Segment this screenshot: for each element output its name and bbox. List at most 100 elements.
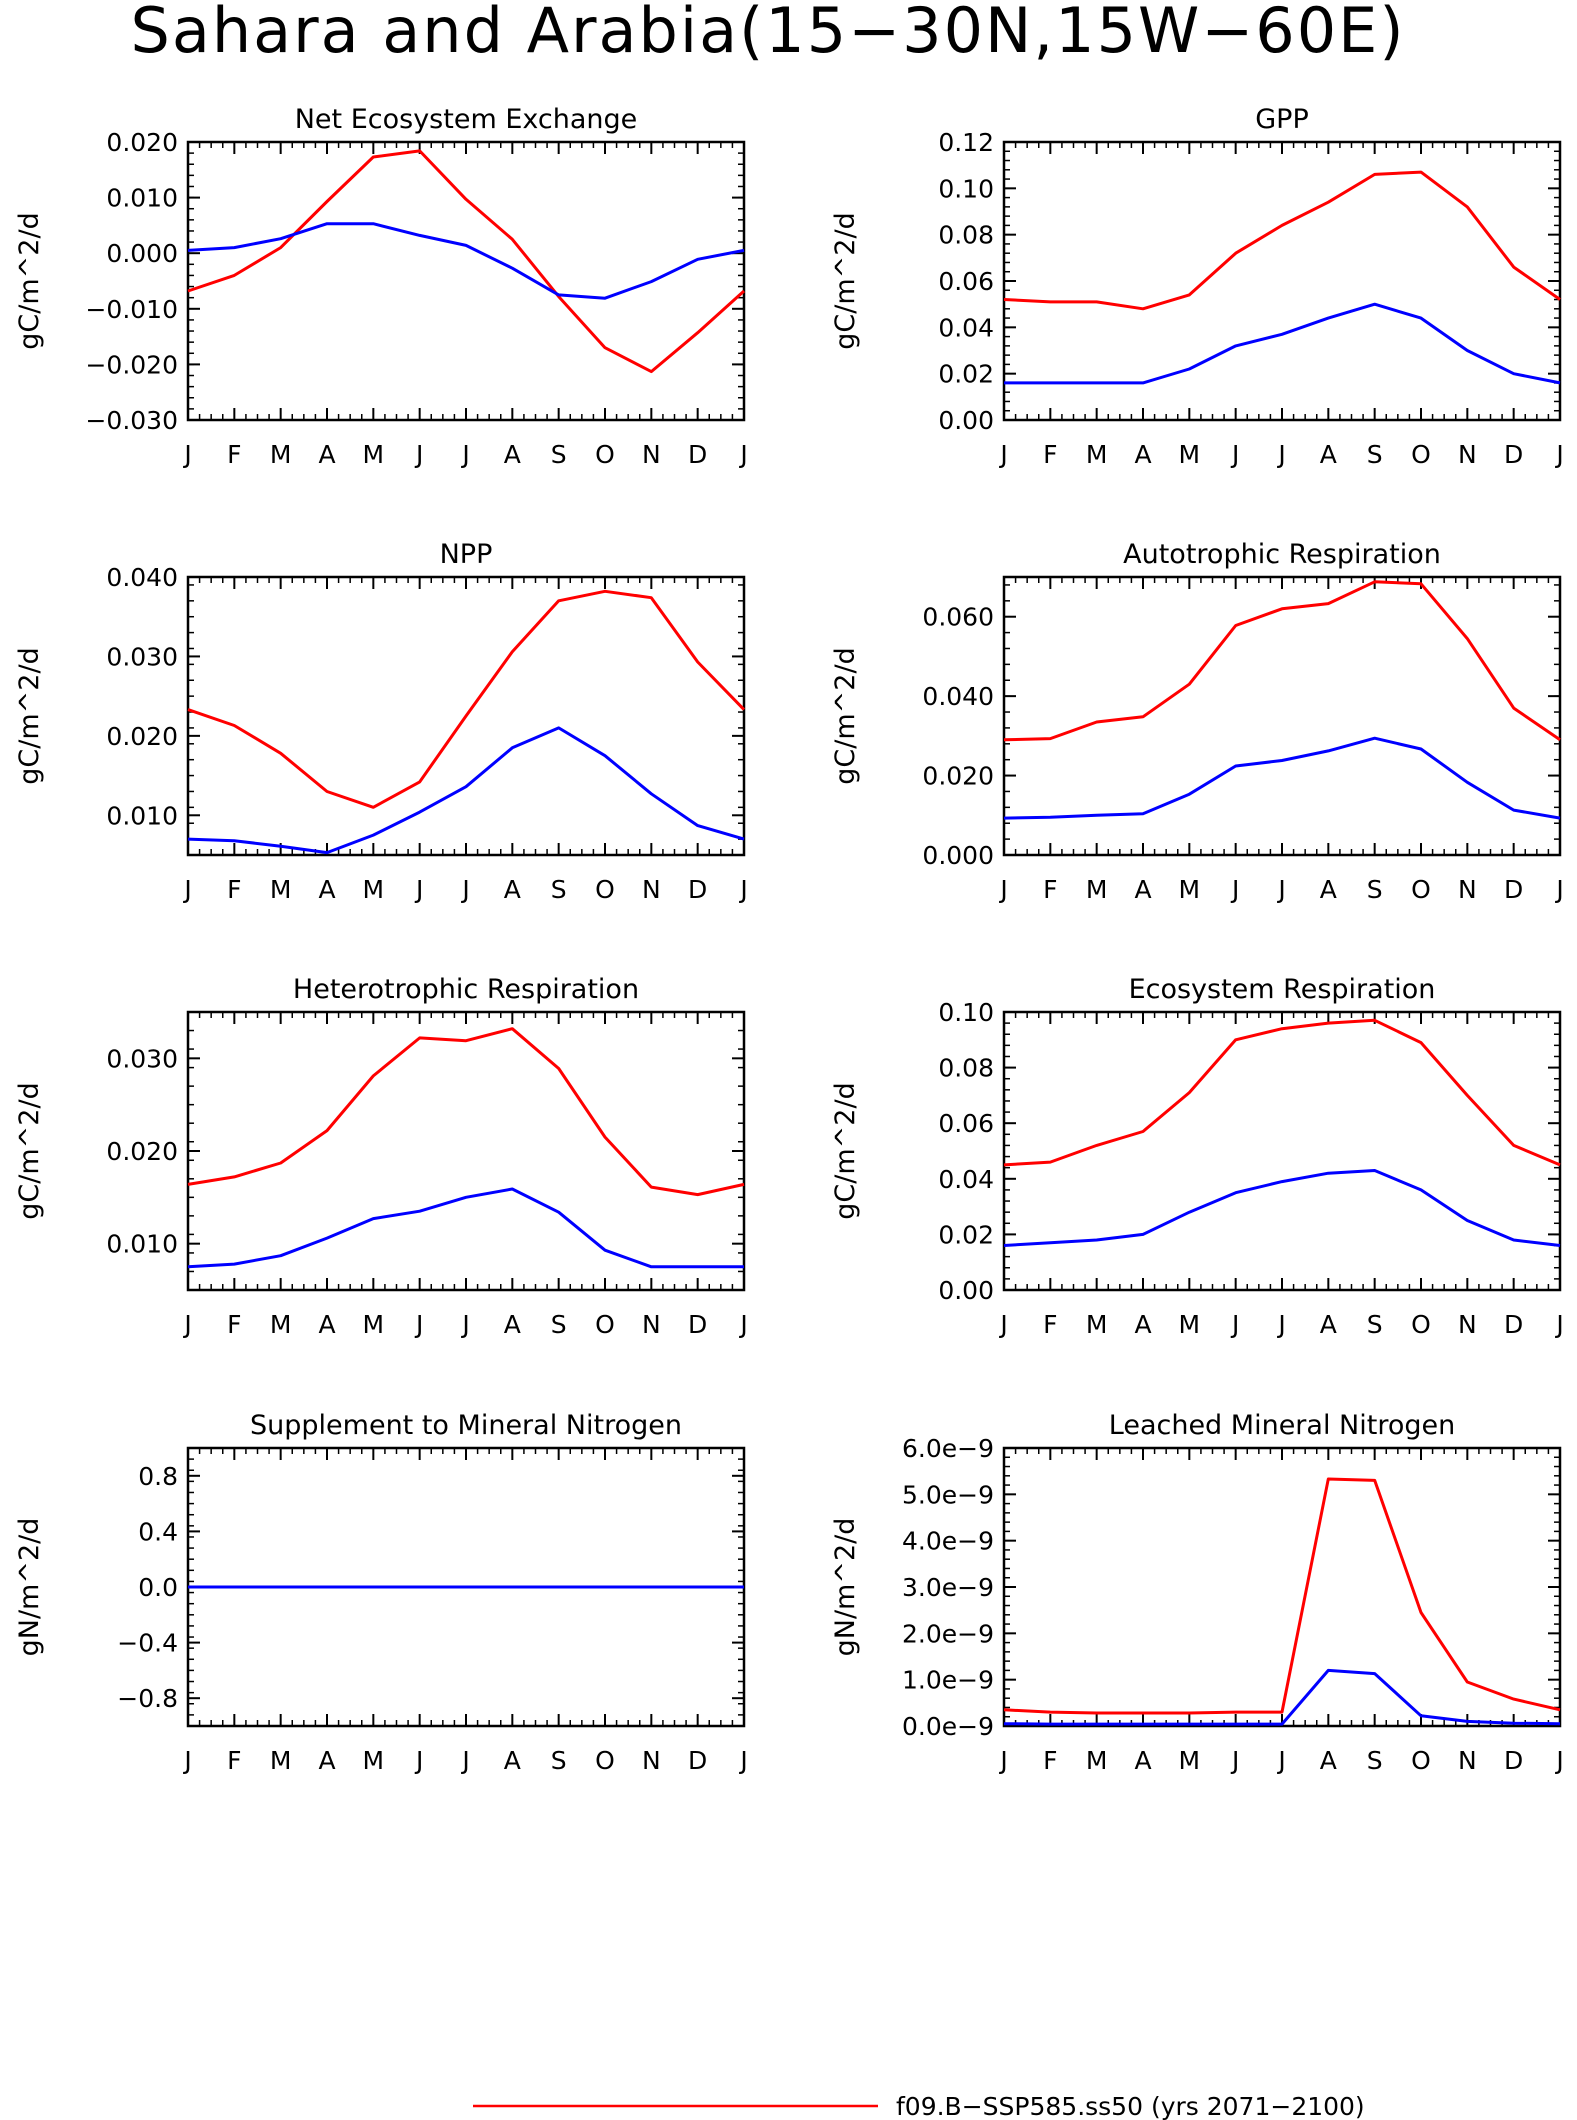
y-axis: 0.020 0.010 0.000 −0.010 −0.020 −0.030 [85,128,744,435]
y-tick-label: 0.0 [138,1573,178,1602]
x-tick-label: O [595,1310,615,1339]
y-tick-label: −0.010 [85,295,178,324]
y-axis-label: gC/m^2/d [830,647,861,784]
x-tick-label: J [1554,1310,1563,1339]
x-tick-label: M [363,440,385,469]
y-tick-label: 1.0e−9 [902,1666,994,1695]
series-line-red [187,1027,745,1197]
x-tick-label: J [414,1746,423,1775]
y-tick-label: 0.030 [106,1044,178,1073]
series-line-red [1003,1477,1561,1715]
x-tick-label: D [688,1746,707,1775]
x-tick-label: O [595,1746,615,1775]
y-tick-label: 0.020 [106,722,178,751]
x-tick-label: J [460,1746,469,1775]
x-tick-label: N [1458,1310,1477,1339]
x-tick-label: J [998,440,1007,469]
series-line-red [187,589,746,809]
x-tick-label: A [504,1310,521,1339]
y-axis-label: gC/m^2/d [14,212,45,349]
x-tick-label: J [1276,1310,1285,1339]
y-tick-label: 0.02 [938,1220,994,1249]
x-tick-label: S [551,875,567,904]
y-axis: 0.060 0.040 0.020 0.000 [922,584,1560,870]
x-tick-label: J [1230,1746,1239,1775]
x-tick-label: M [270,440,292,469]
x-tick-label: F [1043,1310,1057,1339]
x-tick-label: M [1179,440,1201,469]
y-axis-label: gC/m^2/d [14,1082,45,1219]
x-tick-label: N [1458,440,1477,469]
x-tick-label: S [551,440,567,469]
panel-title: Autotrophic Respiration [1123,539,1441,570]
x-tick-label: J [738,875,747,904]
x-tick-label: A [318,875,335,904]
y-tick-label: 0.00 [938,406,994,435]
y-tick-label: 0.8 [138,1462,178,1491]
panel-title: Ecosystem Respiration [1129,974,1436,1005]
y-tick-label: 0.060 [922,603,994,632]
y-tick-label: 0.020 [106,128,178,157]
y-axis: 0.8 0.4 0.0 −0.4 −0.8 [117,1447,744,1727]
y-tick-label: 0.010 [106,801,178,830]
x-tick-label: A [1320,1746,1337,1775]
y-tick-label: −0.8 [117,1684,178,1713]
x-tick-label: A [1320,440,1337,469]
x-tick-label: A [1134,440,1151,469]
x-tick-label: M [270,875,292,904]
x-tick-label: S [1367,440,1383,469]
y-tick-label: 0.08 [938,221,994,250]
series-line-blue [1003,736,1561,820]
x-tick-label: J [182,1746,191,1775]
series-line-red [187,149,746,374]
y-tick-label: 0.010 [106,1230,178,1259]
series-line-blue [187,222,745,300]
series-line-blue [1003,1169,1561,1247]
y-axis: 0.10 0.08 0.06 0.04 0.02 0.00 [938,998,1560,1305]
plot-frame [186,1010,746,1292]
y-axis-label: gC/m^2/d [14,647,45,784]
y-tick-label: 0.12 [938,128,994,157]
panel-title: NPP [440,539,493,570]
x-tick-label: N [642,875,661,904]
x-tick-label: O [1411,1746,1431,1775]
x-tick-label: J [182,875,191,904]
y-tick-label: 0.0e−9 [902,1712,994,1741]
x-tick-label: M [363,1746,385,1775]
x-tick-label: S [1367,875,1383,904]
x-tick-label: J [1276,1746,1285,1775]
y-tick-label: 6.0e−9 [902,1434,994,1463]
series-line-blue [1003,1668,1561,1726]
x-tick-label: A [504,440,521,469]
x-tick-label: N [1458,875,1477,904]
y-tick-label: −0.030 [85,406,178,435]
y-tick-label: 0.08 [938,1054,994,1083]
x-tick-label: O [595,875,615,904]
y-tick-label: 0.000 [922,841,994,870]
x-tick-label: M [1179,875,1201,904]
plot-frame [186,140,746,422]
panel-title: Supplement to Mineral Nitrogen [250,1410,682,1441]
x-tick-label: A [504,1746,521,1775]
legend: f09.B−SSP585.ss50 (yrs 2071−2100) [473,2092,1365,2120]
series-line-red [1003,170,1561,311]
x-tick-label: F [227,1746,241,1775]
x-tick-label: D [1504,1746,1523,1775]
x-tick-label: F [1043,1746,1057,1775]
x-tick-label: A [1134,1746,1151,1775]
y-axis: 0.040 0.030 0.020 0.010 [106,563,744,856]
series-line-blue [1004,302,1561,385]
y-tick-label: 0.06 [938,1109,994,1138]
